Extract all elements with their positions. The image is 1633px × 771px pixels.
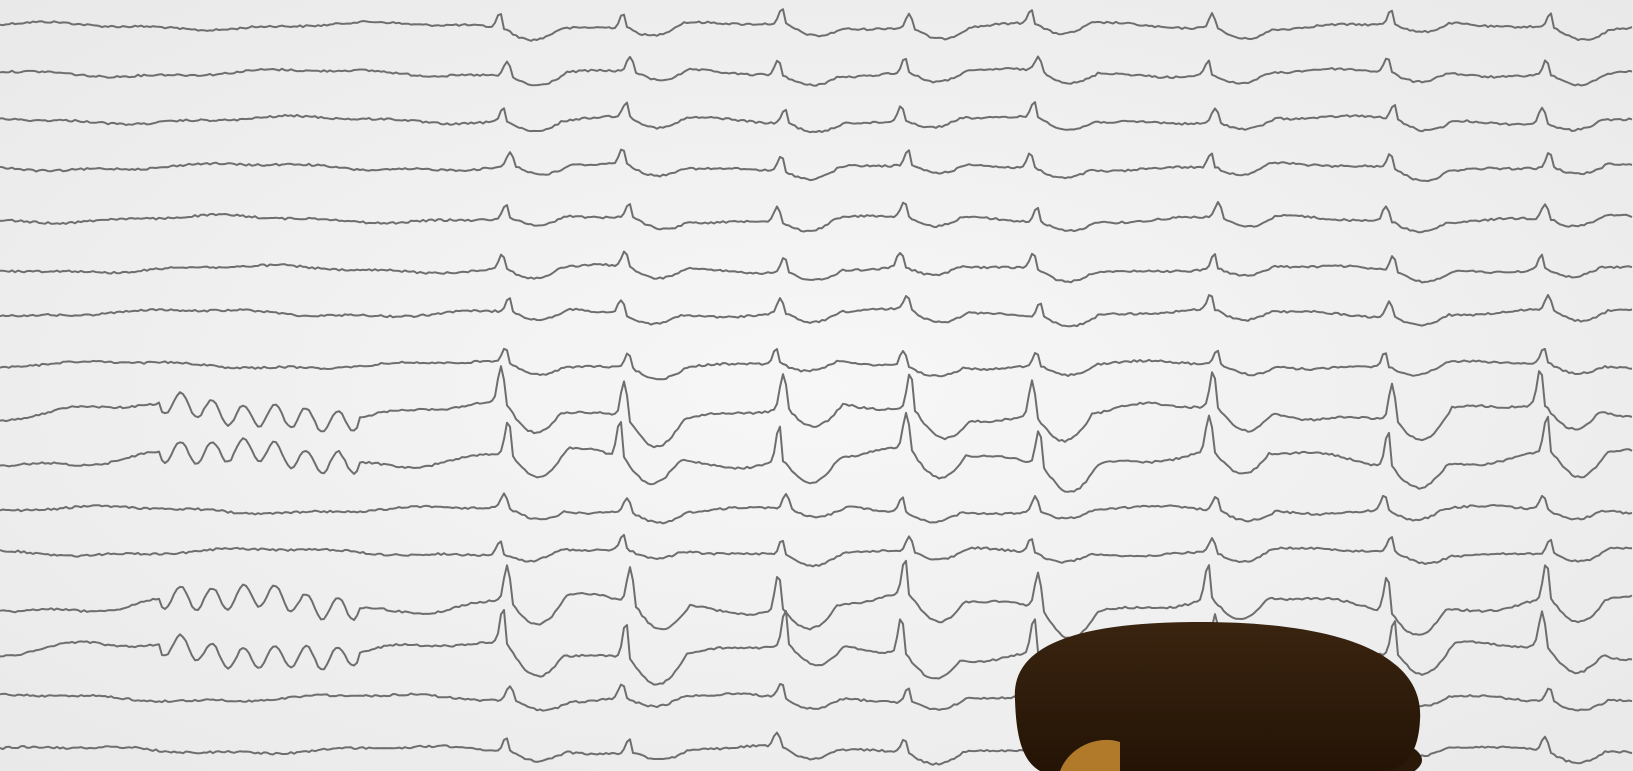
hat-crown <box>1015 622 1420 771</box>
eeg-image <box>0 0 1633 771</box>
page: (() => { const svg = document.getElement… <box>0 0 1633 771</box>
